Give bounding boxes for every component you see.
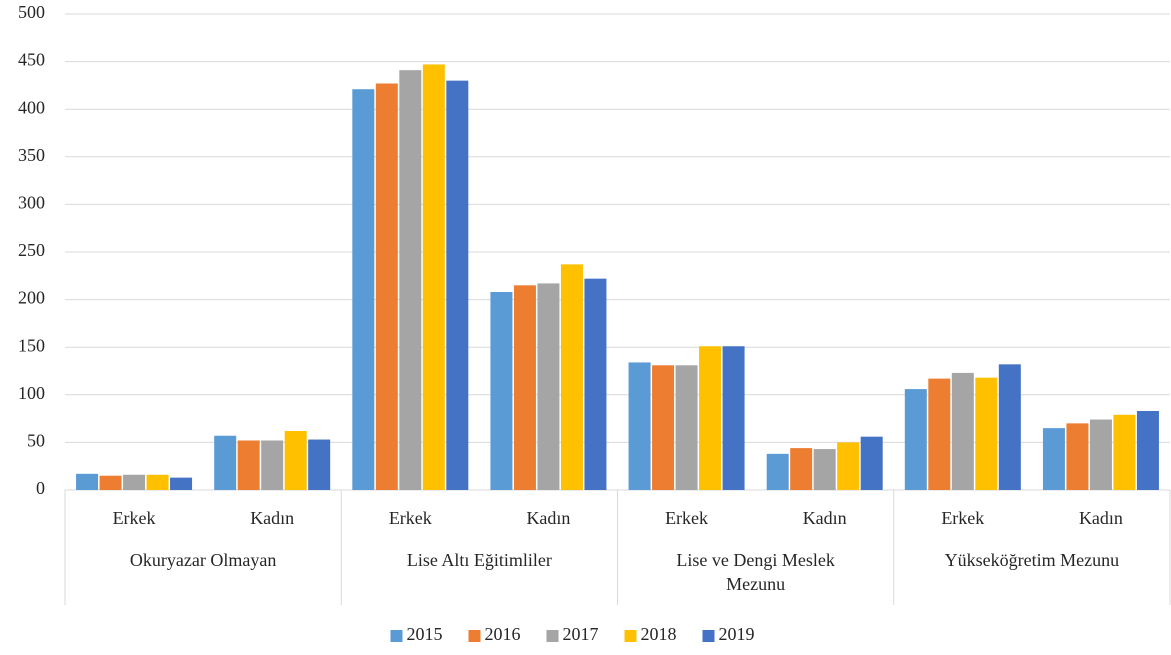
group-label: Okuryazar Olmayan <box>129 550 277 570</box>
y-tick-label: 350 <box>18 145 45 165</box>
legend-label: 2018 <box>641 624 677 644</box>
y-tick-label: 0 <box>36 478 45 498</box>
bar <box>560 264 583 490</box>
x-tick-label: Kadın <box>250 508 294 528</box>
bar <box>422 64 445 491</box>
bar <box>904 389 927 490</box>
group-label: Yükseköğretim Mezunu <box>944 550 1120 570</box>
bar <box>261 440 284 490</box>
group-label: Lise ve Dengi Meslek Mezunu <box>676 550 835 594</box>
y-tick-label: 150 <box>18 335 45 355</box>
bar <box>722 346 745 490</box>
bar <box>76 473 99 490</box>
x-tick-label: Kadın <box>526 508 570 528</box>
legend-swatch <box>468 630 481 642</box>
y-tick-label: 100 <box>18 383 45 403</box>
legend-swatch <box>390 630 403 642</box>
bar <box>308 439 331 490</box>
y-tick-label: 200 <box>18 288 45 308</box>
legend-label: 2017 <box>563 624 599 644</box>
y-tick-label: 450 <box>18 50 45 70</box>
bar <box>790 448 813 490</box>
bar <box>652 365 675 490</box>
bar <box>146 474 169 490</box>
bar <box>490 291 513 490</box>
bar <box>1113 414 1136 490</box>
legend-label: 2015 <box>407 624 443 644</box>
bar <box>1042 428 1065 490</box>
legend-label: 2019 <box>719 624 755 644</box>
legend-swatch <box>624 630 637 642</box>
bar <box>998 364 1021 490</box>
x-tick-label: Erkek <box>941 508 984 528</box>
bar <box>170 477 193 490</box>
x-tick-label: Erkek <box>389 508 432 528</box>
bar <box>1066 423 1089 490</box>
bar <box>237 440 260 490</box>
bar <box>975 377 998 490</box>
bar <box>675 365 698 490</box>
bar <box>813 449 836 490</box>
bar <box>537 283 560 490</box>
y-tick-label: 400 <box>18 97 45 117</box>
bar <box>352 89 375 490</box>
legend-swatch <box>546 630 559 642</box>
bar <box>1089 419 1112 490</box>
x-tick-label: Kadın <box>1079 508 1123 528</box>
bar <box>766 453 789 490</box>
bar <box>99 475 122 490</box>
bar <box>860 436 883 490</box>
bar <box>375 83 398 490</box>
bar <box>699 346 722 490</box>
y-tick-label: 250 <box>18 240 45 260</box>
x-tick-label: Erkek <box>113 508 156 528</box>
bar <box>628 362 651 490</box>
group-label: Lise Altı Eğitimliler <box>406 550 552 570</box>
legend-label: 2016 <box>485 624 521 644</box>
bar <box>1136 410 1159 490</box>
y-tick-label: 500 <box>18 2 45 22</box>
bar <box>214 435 237 490</box>
bar <box>513 285 536 490</box>
bar <box>951 372 974 490</box>
bar <box>928 378 951 490</box>
bar <box>446 80 469 490</box>
x-tick-label: Erkek <box>665 508 708 528</box>
x-tick-label: Kadın <box>803 508 847 528</box>
bar <box>399 70 422 490</box>
legend-swatch <box>702 630 715 642</box>
bar <box>123 474 146 490</box>
y-tick-label: 50 <box>27 431 45 451</box>
bar <box>284 430 307 490</box>
y-tick-label: 300 <box>18 193 45 213</box>
bar <box>837 442 860 490</box>
bar <box>584 278 607 490</box>
